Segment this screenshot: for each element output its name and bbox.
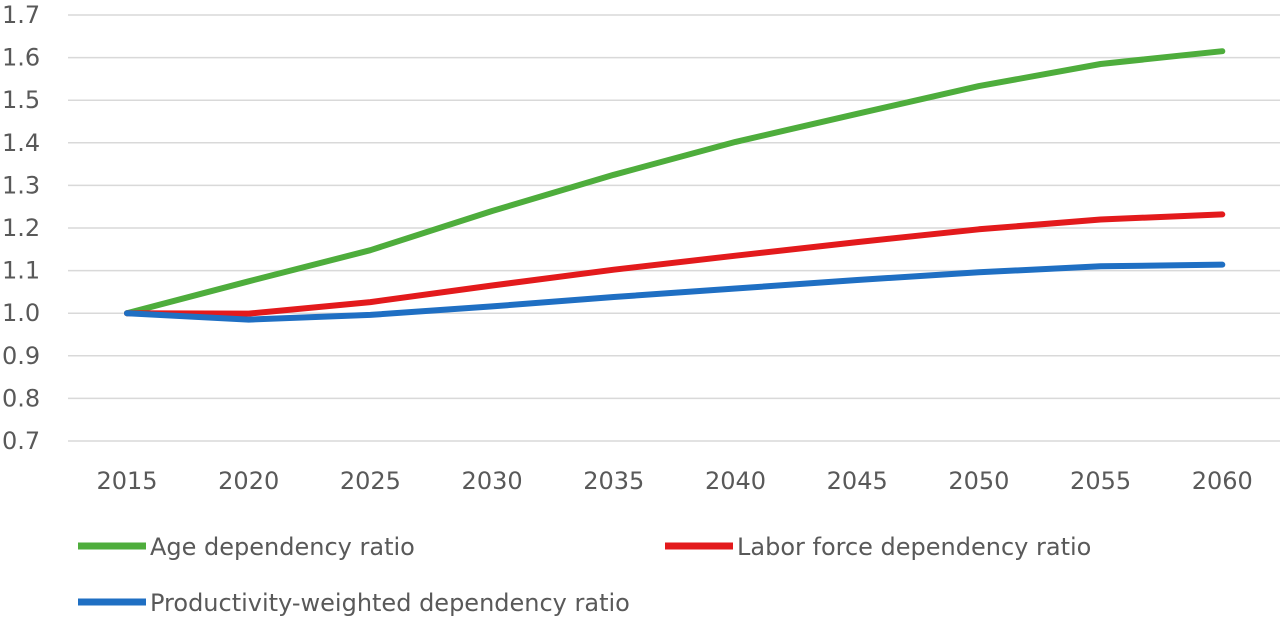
y-tick-label: 0.7 [2, 427, 40, 455]
x-tick-label: 2060 [1192, 467, 1253, 495]
y-axis-ticks: 0.7 0.8 0.9 1.0 1.1 1.2 1.3 1.4 1.5 1.6 1.7 [2, 1, 40, 455]
x-axis-ticks: 2015 2020 2025 2030 2035 2040 2045 2050 2055 2060 [96, 467, 1252, 495]
x-tick-label: 2020 [218, 467, 279, 495]
x-tick-label: 2055 [1070, 467, 1131, 495]
y-tick-label: 1.4 [2, 129, 40, 157]
legend-label-2: Productivity-weighted dependency ratio [150, 589, 630, 617]
y-tick-label: 1.6 [2, 44, 40, 72]
legend-label-0: Age dependency ratio [150, 533, 415, 561]
series-lines [124, 48, 1226, 323]
x-tick-label: 2050 [948, 467, 1009, 495]
y-tick-label: 1.0 [2, 299, 40, 327]
y-tick-label: 1.2 [2, 214, 40, 242]
x-tick-label: 2045 [827, 467, 888, 495]
y-tick-label: 1.1 [2, 257, 40, 285]
x-tick-label: 2015 [96, 467, 157, 495]
y-tick-label: 1.3 [2, 171, 40, 199]
series-line-1 [124, 211, 1226, 317]
series-line-0 [124, 48, 1226, 317]
legend: Age dependency ratio Labor force dependen… [78, 533, 1091, 617]
x-tick-label: 2040 [705, 467, 766, 495]
y-tick-label: 0.8 [2, 384, 40, 412]
x-tick-label: 2025 [340, 467, 401, 495]
y-tick-label: 1.5 [2, 86, 40, 114]
legend-label-1: Labor force dependency ratio [737, 533, 1091, 561]
series-line-2 [124, 261, 1226, 323]
x-tick-label: 2030 [462, 467, 523, 495]
y-tick-label: 1.7 [2, 1, 40, 29]
x-tick-label: 2035 [583, 467, 644, 495]
gridlines [68, 14, 1280, 442]
y-tick-label: 0.9 [2, 342, 40, 370]
